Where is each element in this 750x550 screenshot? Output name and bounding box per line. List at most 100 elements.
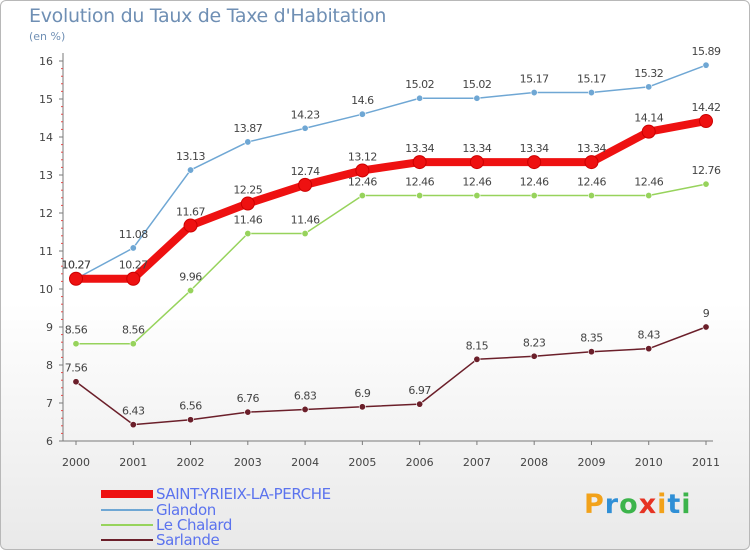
data-point (301, 124, 309, 132)
logo-letter: P (584, 489, 605, 520)
y-tick-label: 15 (39, 93, 53, 106)
legend-swatch-le-chalard (101, 524, 153, 526)
data-point (530, 192, 538, 200)
data-point (129, 421, 137, 429)
y-tick-label: 12 (39, 207, 53, 220)
data-label: 12.46 (462, 176, 491, 189)
data-label: 12.46 (348, 176, 377, 189)
data-label: 14.6 (351, 94, 374, 107)
data-label: 15.89 (692, 45, 721, 58)
y-tick-label: 6 (46, 435, 53, 448)
logo-letter: t (667, 489, 682, 520)
legend-label-le-chalard: Le Chalard (156, 516, 233, 534)
data-point (240, 196, 255, 211)
data-label: 12.46 (634, 176, 663, 189)
data-point (584, 155, 599, 170)
data-point (645, 345, 653, 353)
data-point (355, 163, 370, 178)
data-point (416, 400, 424, 408)
series-line-glandon (75, 64, 707, 280)
data-point (301, 230, 309, 238)
data-point (69, 271, 83, 286)
data-point (530, 352, 538, 360)
y-tick-label: 10 (39, 283, 53, 296)
data-label: 8.56 (65, 324, 88, 337)
legend-item-glandon: Glandon (101, 501, 216, 519)
data-point (530, 89, 538, 97)
data-label: 12.46 (520, 176, 549, 189)
series-line-le-chalard (75, 183, 707, 345)
data-label: 6.9 (354, 387, 370, 400)
data-label: 6.56 (179, 400, 202, 413)
data-point (416, 94, 424, 102)
y-tick-label: 14 (39, 131, 53, 144)
legend-label-glandon: Glandon (156, 501, 216, 519)
y-tick-label: 13 (39, 169, 53, 182)
data-label: 8.35 (580, 332, 603, 345)
data-label: 8.43 (637, 329, 660, 342)
data-label: 13.12 (348, 150, 377, 163)
data-label: 12.46 (405, 176, 434, 189)
data-point (473, 94, 481, 102)
legend-item-saint-yrieix: SAINT-YRIEIX-LA-PERCHE (101, 485, 331, 503)
y-tick-label: 9 (46, 321, 53, 334)
legend-item-sarlande: Sarlande (101, 531, 220, 549)
data-point (702, 180, 710, 188)
x-tick-label: 2005 (348, 456, 376, 469)
x-tick-label: 2003 (234, 456, 262, 469)
x-tick-label: 2004 (291, 456, 319, 469)
data-label: 6.97 (408, 384, 431, 397)
series-line-sarlande (75, 326, 707, 426)
data-point (358, 403, 366, 411)
data-point (244, 138, 252, 146)
data-point (587, 89, 595, 97)
x-tick-label: 2002 (177, 456, 205, 469)
y-tick-label: 16 (39, 55, 53, 68)
legend-label-saint-yrieix: SAINT-YRIEIX-LA-PERCHE (156, 485, 331, 503)
chart-subtitle: (en %) (29, 30, 66, 43)
x-tick-label: 2000 (62, 456, 90, 469)
data-label: 11.46 (291, 214, 320, 227)
x-tick-label: 2008 (520, 456, 548, 469)
data-label: 8.56 (122, 324, 145, 337)
legend-swatch-saint-yrieix (101, 490, 153, 498)
data-point (72, 340, 80, 348)
data-point (702, 61, 710, 69)
data-point (645, 192, 653, 200)
data-point (187, 166, 195, 174)
series-line-saint-yrieix-la-perche (72, 117, 710, 283)
data-label: 15.02 (462, 78, 491, 91)
data-label: 15.17 (577, 73, 606, 86)
data-point (358, 110, 366, 118)
y-tick-label: 8 (46, 359, 53, 372)
logo-letter: i (681, 489, 692, 520)
data-point (527, 155, 542, 170)
data-point (298, 177, 313, 192)
data-label: 13.34 (462, 142, 491, 155)
x-tick-label: 2001 (119, 456, 147, 469)
data-point (469, 155, 484, 170)
legend-swatch-sarlande (101, 539, 153, 541)
data-point (702, 323, 710, 331)
data-label: 11.67 (176, 206, 205, 219)
data-label: 8.23 (523, 336, 546, 349)
data-label: 11.46 (233, 214, 262, 227)
data-label: 12.46 (577, 176, 606, 189)
logo-letter: r (604, 489, 620, 520)
y-tick-label: 11 (39, 245, 53, 258)
data-point (358, 192, 366, 200)
data-point (641, 124, 656, 139)
data-label: 9 (703, 307, 710, 320)
data-point (129, 340, 137, 348)
logo-letter: x (638, 489, 658, 520)
data-point (587, 192, 595, 200)
x-tick-label: 2006 (406, 456, 434, 469)
data-point (473, 355, 481, 363)
data-label: 6.43 (122, 405, 145, 418)
data-label: 10.27 (62, 259, 91, 272)
legend-label-sarlande: Sarlande (156, 531, 220, 549)
data-label: 6.83 (294, 389, 317, 402)
data-point (301, 405, 309, 413)
